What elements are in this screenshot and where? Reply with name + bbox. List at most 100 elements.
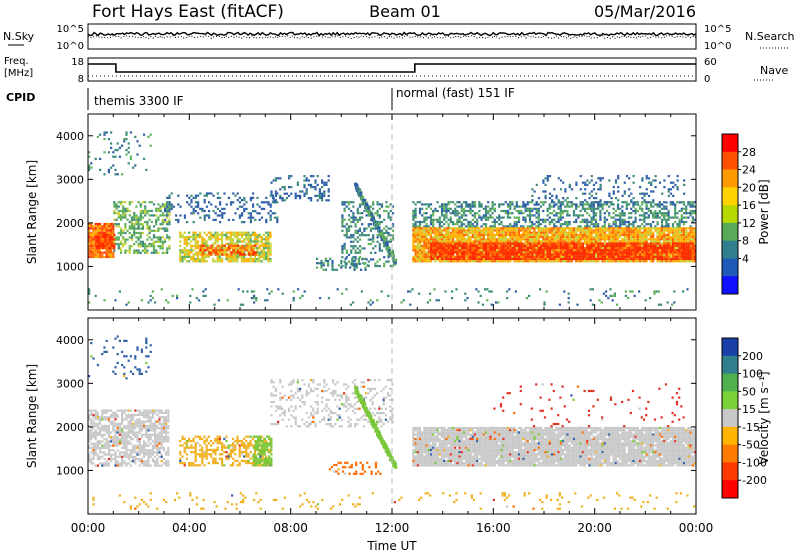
freq-label: Freq.	[4, 56, 29, 67]
ytick-label-2: 3000	[56, 173, 84, 186]
data-cluster-6	[493, 383, 685, 428]
freq-trace	[88, 63, 696, 77]
colorbar-swatch-0	[722, 338, 738, 357]
colorbar-frame	[721, 337, 739, 499]
ytick-label-1: 2000	[56, 217, 84, 230]
colorbar-tick-label-6: 4	[742, 252, 749, 265]
xtick-label-1: 04:00	[172, 521, 207, 535]
data-cluster-14	[88, 131, 152, 176]
data-cluster-5	[412, 426, 697, 467]
colorbar-swatch-4	[722, 205, 738, 224]
nsearch-tick-bottom: 10^0	[704, 41, 731, 52]
ytick-label-0: 1000	[56, 464, 84, 477]
freq-frame	[87, 57, 697, 82]
power-ylabel: Slant Range [km]	[25, 160, 39, 264]
ytick-label-3: 4000	[56, 334, 84, 347]
colorbar-swatch-1	[722, 151, 738, 171]
colorbar-swatch-3	[722, 187, 738, 206]
nave-label: Nave	[760, 64, 788, 77]
colorbar-tick-label-5: -50	[742, 439, 760, 452]
data-cluster-7	[88, 335, 152, 380]
data-cluster-3	[270, 379, 394, 428]
data-cluster-13	[88, 288, 689, 306]
data-cluster-9	[412, 201, 697, 228]
colorbar-tick-label-3: 16	[742, 199, 756, 212]
freq-line	[88, 63, 696, 73]
diagonal-echo	[354, 385, 398, 469]
xtick-label-4: 16:00	[476, 521, 511, 535]
data-cluster-3	[164, 192, 279, 224]
data-cluster-11	[430, 242, 697, 261]
colorbar-tick-label-0: 28	[742, 146, 756, 159]
nsky-tick-top: 10^5	[57, 24, 84, 35]
colorbar-swatch-7	[722, 462, 738, 481]
colorbar-tick-label-0: 200	[742, 350, 763, 363]
data-cluster-5	[199, 244, 257, 256]
ytick-label-2: 3000	[56, 377, 84, 390]
ytick-label-3: 4000	[56, 130, 84, 143]
power-yticks: 1000 2000 3000 4000	[56, 130, 696, 273]
colorbar-frame	[721, 133, 739, 295]
data-cluster-4	[179, 231, 272, 263]
colorbar-swatch-6	[722, 240, 738, 259]
colorbar-swatch-5	[722, 426, 738, 446]
velocity-colorbar-label: Velocity [m s⁻¹]	[757, 371, 771, 464]
colorbar-swatch-6	[722, 444, 738, 463]
nsky-line	[87, 31, 697, 37]
data-cluster-2	[252, 435, 273, 467]
colorbar-tick-label-3: 15	[742, 403, 756, 416]
freq-tick-top: 18	[71, 57, 84, 68]
velocity-data	[88, 335, 697, 510]
velocity-yticks: 1000 2000 3000 4000	[56, 334, 696, 477]
colorbar-tick-label-5: 8	[742, 235, 749, 248]
xtick-label-3: 12:00	[375, 521, 410, 535]
colorbar-tick-label-7: -200	[742, 474, 767, 487]
colorbar-tick-label-1: 24	[742, 164, 756, 177]
data-cluster-0	[88, 409, 170, 467]
colorbar-tick-label-1: 100	[742, 368, 763, 381]
freq-tick-bottom: 8	[78, 74, 84, 85]
colorbar-swatch-4	[722, 409, 738, 428]
ytick-label-0: 1000	[56, 260, 84, 273]
colorbar-tick-label-4: -15	[742, 421, 760, 434]
power-colorbar: 28 24 20 16 12 8 4	[721, 133, 756, 295]
colorbar-swatch-3	[722, 391, 738, 410]
colorbar-swatch-5	[722, 222, 738, 242]
xtick-label-2: 08:00	[273, 521, 308, 535]
nsky-trace	[87, 31, 697, 40]
freq-unit-label: [MHz]	[4, 68, 33, 79]
xtick-label-0: 00:00	[71, 521, 106, 535]
xtick-label-5: 20:00	[577, 521, 612, 535]
cpid-segment-2: normal (fast) 151 IF	[396, 86, 515, 100]
site-title: Fort Hays East (fitACF)	[92, 2, 284, 22]
colorbar-swatch-2	[722, 373, 738, 392]
colorbar-tick-label-2: 50	[742, 385, 756, 398]
velocity-xticks: 00:00 04:00 08:00 12:00 16:00 20:00 00:00	[71, 318, 713, 535]
diagonal-echo	[354, 182, 398, 266]
colorbar-swatch-2	[722, 169, 738, 188]
colorbar-swatch-8	[722, 480, 738, 499]
velocity-colorbar: 200 100 50 15 -15 -50 -100 -200	[721, 337, 767, 499]
power-frame	[87, 113, 697, 311]
power-colorbar-label: Power [dB]	[757, 179, 771, 244]
nsearch-label: N.Search	[745, 30, 795, 43]
data-cluster-4	[328, 461, 382, 475]
nave-tick-top: 60	[704, 57, 717, 68]
nsearch-tick-top: 10^5	[704, 24, 731, 35]
nsky-tick-bottom: 10^0	[57, 41, 84, 52]
colorbar-tick-label-2: 20	[742, 181, 756, 194]
nave-tick-bottom: 0	[704, 74, 710, 85]
cpid-label: CPID	[6, 91, 35, 104]
colorbar-swatch-8	[722, 276, 738, 295]
power-data	[88, 131, 697, 306]
ytick-label-1: 2000	[56, 421, 84, 434]
nsky-label: N.Sky	[3, 30, 35, 43]
velocity-ylabel: Slant Range [km]	[25, 364, 39, 468]
colorbar-tick-label-4: 12	[742, 217, 756, 230]
power-xticks	[87, 114, 697, 310]
date-title: 05/Mar/2016	[594, 2, 696, 21]
data-cluster-1	[95, 233, 116, 250]
colorbar-swatch-0	[722, 134, 738, 153]
data-cluster-6	[270, 175, 330, 202]
